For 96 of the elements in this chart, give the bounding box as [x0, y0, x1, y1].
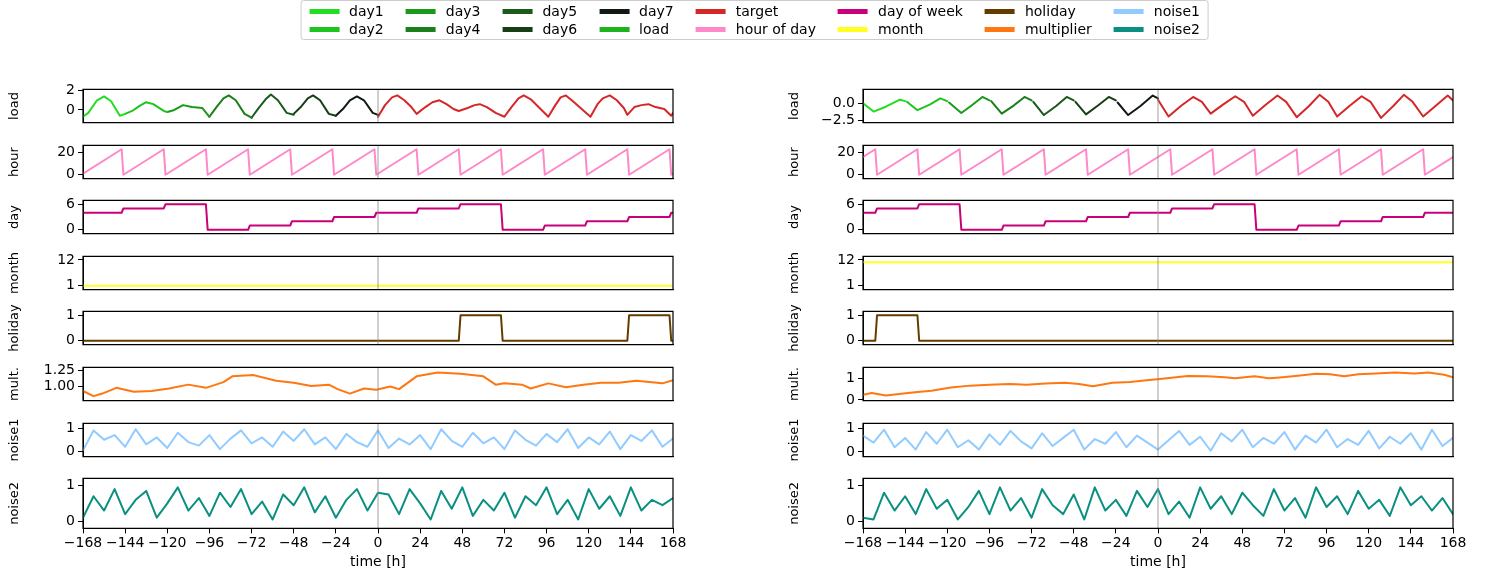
y-tick-label: 0: [846, 512, 855, 529]
y-axis-title: mult.: [6, 367, 22, 401]
x-tick-label: 144: [1397, 534, 1425, 551]
legend-label: day6: [542, 21, 578, 37]
y-tick-label: 0: [846, 164, 855, 181]
x-tick-label: −168: [843, 534, 883, 551]
y-axis-title: load: [786, 92, 802, 120]
y-tick-label: 0: [66, 220, 75, 237]
y-tick-label: 1: [846, 276, 855, 293]
legend-label: noise1: [1153, 3, 1200, 19]
x-tick-label: 120: [1355, 534, 1383, 551]
x-tick-label: −72: [1016, 534, 1047, 551]
y-tick-label: 6: [846, 195, 856, 212]
legend-label: month: [877, 21, 924, 37]
y-tick-label: −2.5: [821, 111, 855, 128]
x-tick-label: 48: [1233, 534, 1252, 551]
legend-label: multiplier: [1024, 21, 1092, 37]
y-tick-label: 0: [66, 331, 75, 348]
y-tick-label: 0: [846, 390, 855, 407]
y-tick-label: 1: [66, 418, 75, 435]
y-tick-label: 0: [846, 220, 855, 237]
x-tick-label: −72: [236, 534, 267, 551]
legend-label: day7: [639, 3, 674, 19]
y-axis-title: hour: [786, 146, 802, 177]
y-tick-label: 1: [846, 306, 855, 323]
x-tick-label: 0: [373, 534, 383, 551]
y-tick-label: 2: [66, 81, 75, 98]
y-tick-label: 12: [57, 250, 75, 267]
legend-label: day4: [445, 21, 481, 37]
y-axis-title: load: [6, 92, 22, 120]
legend-label: load: [639, 21, 670, 37]
y-tick-label: 0: [66, 512, 75, 529]
y-axis-title: month: [786, 251, 802, 294]
y-axis-title: mult.: [786, 367, 802, 401]
x-tick-label: 24: [411, 534, 430, 551]
x-tick-label: 120: [575, 534, 603, 551]
x-tick-label: 96: [1317, 534, 1336, 551]
y-tick-label: 1: [66, 276, 75, 293]
x-tick-label: 72: [495, 534, 514, 551]
legend-label: day3: [445, 3, 481, 19]
y-tick-label: 1: [846, 476, 855, 493]
x-tick-label: 168: [1439, 534, 1467, 551]
y-axis-title: holiday: [786, 304, 802, 353]
y-tick-label: 0: [66, 441, 75, 458]
x-tick-label: 72: [1275, 534, 1294, 551]
y-tick-label: 0: [846, 331, 855, 348]
x-tick-label: 168: [659, 534, 687, 551]
y-axis-title: noise1: [6, 418, 22, 462]
x-tick-label: −144: [105, 534, 145, 551]
y-axis-title: day: [786, 204, 802, 230]
x-tick-label: −168: [63, 534, 103, 551]
x-tick-label: −120: [928, 534, 967, 551]
legend-label: day1: [349, 3, 384, 19]
y-axis-title: hour: [6, 146, 22, 177]
y-tick-label: 1.25: [43, 361, 75, 378]
y-axis-title: month: [6, 251, 22, 294]
legend-label: holiday: [1024, 3, 1076, 19]
y-tick-label: 0: [846, 442, 855, 459]
y-tick-label: 0: [66, 100, 75, 117]
x-axis-title: time [h]: [1130, 553, 1186, 570]
x-tick-label: 144: [617, 534, 645, 551]
x-tick-label: −24: [1101, 534, 1131, 551]
y-axis-title: day: [6, 204, 22, 230]
y-tick-label: 0.0: [832, 93, 855, 110]
legend-label: day5: [542, 3, 578, 19]
legend-label: day of week: [877, 3, 963, 19]
y-tick-label: 20: [57, 142, 75, 159]
y-axis-title: noise2: [786, 482, 802, 526]
legend-label: day2: [349, 21, 384, 37]
y-tick-label: 0: [66, 164, 75, 181]
x-tick-label: −96: [974, 534, 1005, 551]
y-axis-title: noise1: [786, 418, 802, 462]
y-tick-label: 20: [837, 142, 855, 159]
y-axis-title: holiday: [6, 304, 22, 353]
x-tick-label: −120: [148, 534, 187, 551]
x-tick-label: 24: [1191, 534, 1210, 551]
legend-label: noise2: [1153, 21, 1200, 37]
x-tick-label: −96: [194, 534, 225, 551]
y-tick-label: 1: [846, 418, 855, 435]
y-tick-label: 1: [66, 306, 75, 323]
x-axis-title: time [h]: [350, 553, 406, 570]
x-tick-label: −48: [1058, 534, 1089, 551]
y-tick-label: 1: [846, 368, 855, 385]
legend-label: target: [735, 3, 779, 19]
legend-label: hour of day: [735, 21, 816, 37]
y-tick-label: 12: [837, 250, 855, 267]
x-tick-label: 0: [1153, 534, 1163, 551]
y-axis-title: noise2: [6, 482, 22, 526]
x-tick-label: −48: [278, 534, 309, 551]
y-tick-label: 1: [66, 476, 75, 493]
x-tick-label: 48: [453, 534, 472, 551]
x-tick-label: 96: [537, 534, 556, 551]
y-tick-label: 1.00: [43, 377, 75, 394]
x-tick-label: −24: [321, 534, 351, 551]
y-tick-label: 6: [66, 195, 76, 212]
x-tick-label: −144: [885, 534, 925, 551]
